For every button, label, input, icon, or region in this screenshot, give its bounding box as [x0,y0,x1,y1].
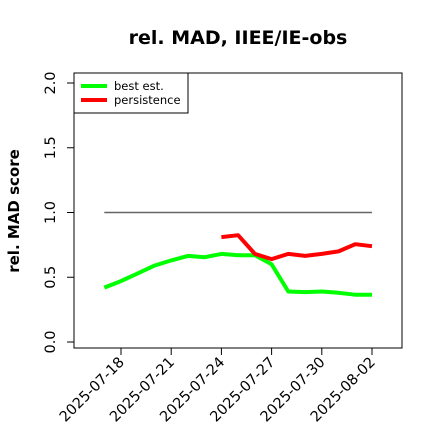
y-tick-label: 1.0 [43,201,59,224]
y-tick-label: 1.5 [43,136,59,159]
x-axis: 2025-07-182025-07-212025-07-242025-07-27… [57,348,379,425]
y-tick-label: 2.0 [43,71,59,94]
series-line-best-est [103,251,372,297]
legend: best est.persistence [73,72,189,114]
chart-title: rel. MAD, IIEE/IE-obs [129,27,348,49]
y-axis-label: rel. MAD score [5,149,23,273]
legend-label: best est. [114,79,164,93]
series-layer [103,233,373,297]
y-tick-label: 0.0 [43,330,59,353]
legend-box [73,72,189,114]
y-axis: 0.0 0.5 1.0 1.5 2.0 [43,71,74,354]
plot-frame [73,72,403,349]
legend-label: persistence [114,93,181,107]
series-line-persistence [221,233,373,262]
y-tick-label: 0.5 [43,266,59,289]
